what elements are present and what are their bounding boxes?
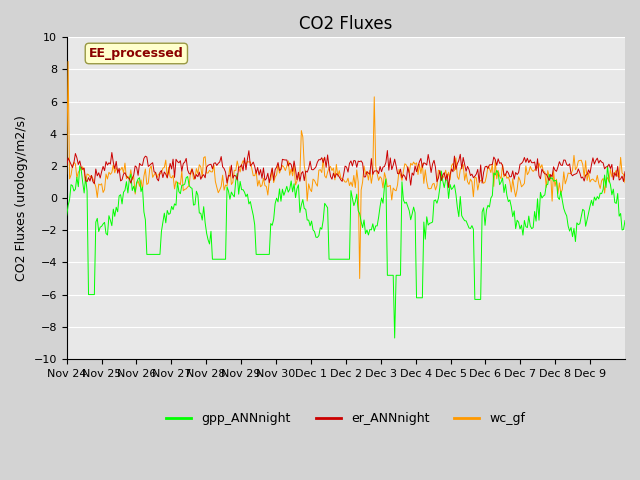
Y-axis label: CO2 Fluxes (urology/m2/s): CO2 Fluxes (urology/m2/s) bbox=[15, 115, 28, 281]
Title: CO2 Fluxes: CO2 Fluxes bbox=[299, 15, 392, 33]
Legend: gpp_ANNnight, er_ANNnight, wc_gf: gpp_ANNnight, er_ANNnight, wc_gf bbox=[161, 407, 531, 430]
Text: EE_processed: EE_processed bbox=[89, 47, 184, 60]
